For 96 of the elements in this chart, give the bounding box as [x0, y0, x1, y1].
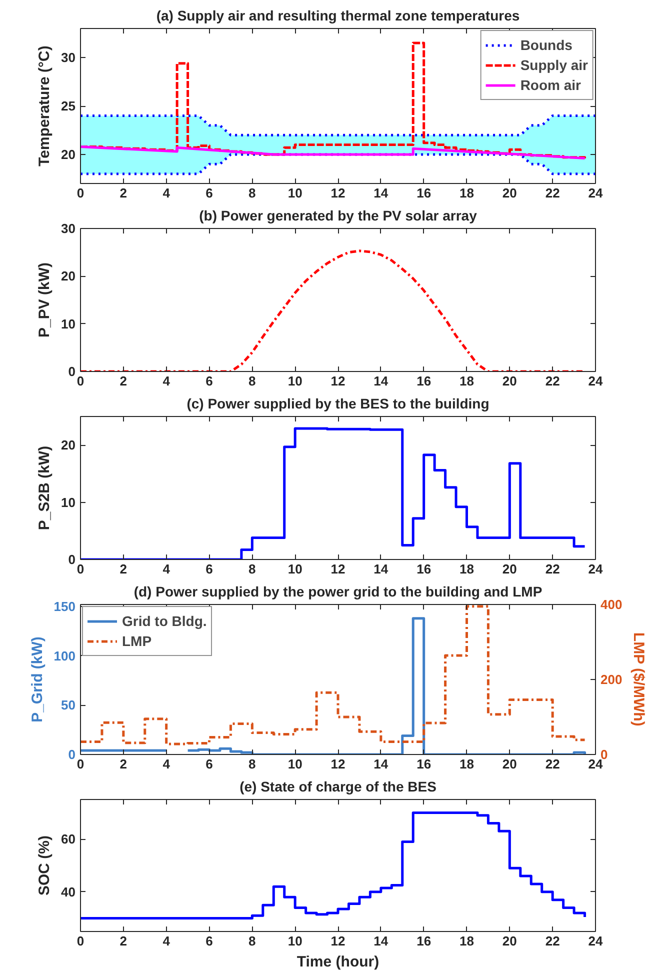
x-tick-label: 6	[206, 374, 213, 388]
x-tick-label: 10	[288, 934, 302, 948]
x-tick-label: 14	[374, 934, 389, 948]
x-tick-label: 14	[374, 562, 389, 576]
x-tick-label: 14	[374, 186, 389, 200]
y-tick-label: 100	[54, 648, 76, 664]
x-tick-label: 10	[288, 186, 302, 200]
y-tick-label: 20	[61, 438, 76, 453]
chart-title: (e) State of charge of the BES	[240, 778, 436, 794]
y-tick-label: 60	[61, 832, 76, 847]
x-tick-label: 8	[248, 186, 256, 200]
x-tick-label: 16	[416, 756, 432, 772]
y-tick-label: 0	[68, 747, 76, 762]
y2-tick-label: 200	[600, 672, 622, 687]
x-tick-label: 16	[416, 934, 432, 948]
legend-label: Supply air	[520, 57, 588, 73]
x-tick-label: 10	[288, 756, 302, 772]
x-tick-label: 24	[588, 186, 604, 200]
x-tick-label: 18	[460, 934, 474, 948]
y-tick-label: 0	[68, 552, 76, 567]
x-tick-label: 14	[374, 374, 389, 388]
x-tick-label: 8	[248, 374, 256, 388]
y-tick-label: 10	[61, 316, 76, 332]
y-tick-label: 50	[61, 698, 76, 713]
x-tick-label: 2	[120, 756, 128, 772]
legend-label: Bounds	[520, 37, 572, 53]
y-axis-title: P_PV (kW)	[36, 262, 54, 338]
x-tick-label: 6	[206, 934, 213, 948]
x-tick-label: 16	[416, 374, 432, 388]
x-tick-label: 6	[206, 186, 213, 200]
x-tick-label: 18	[460, 562, 474, 576]
x-tick-label: 4	[162, 186, 171, 200]
x-tick-label: 16	[416, 186, 432, 200]
legend-label: Room air	[520, 77, 581, 93]
legend-label: LMP	[122, 633, 152, 649]
y-tick-label: 25	[61, 98, 76, 114]
x-tick-label: 24	[588, 374, 604, 388]
y-tick-label: 30	[61, 221, 76, 236]
x-tick-label: 20	[502, 186, 517, 200]
x-tick-label: 12	[330, 374, 346, 388]
y-axis-title: P_S2B (kW)	[36, 446, 54, 530]
x-tick-label: 2	[120, 562, 128, 576]
y2-axis-title: LMP ($/MWh)	[630, 632, 648, 726]
x-tick-label: 6	[206, 756, 213, 772]
x-tick-label: 24	[588, 562, 604, 576]
x-tick-label: 22	[545, 934, 560, 948]
x-tick-label: 8	[248, 562, 256, 576]
x-tick-label: 20	[502, 562, 517, 576]
y-tick-label: 150	[54, 598, 76, 614]
chart-title: (a) Supply air and resulting thermal zone temperatures	[156, 8, 520, 24]
x-tick-label: 18	[460, 756, 474, 772]
x-tick-label: 20	[502, 374, 517, 388]
x-tick-label: 22	[545, 756, 560, 772]
x-tick-label: 12	[330, 934, 346, 948]
x-tick-label: 4	[162, 934, 171, 948]
x-tick-label: 20	[502, 934, 517, 948]
x-tick-label: 10	[288, 374, 302, 388]
chart-title: (c) Power supplied by the BES to the building	[186, 396, 490, 412]
y-tick-label: 10	[61, 494, 76, 510]
y-tick-label: 20	[61, 268, 76, 284]
x-tick-label: 22	[545, 562, 560, 576]
y-tick-label: 20	[61, 146, 76, 162]
x-tick-label: 16	[416, 562, 432, 576]
x-tick-label: 22	[545, 374, 560, 388]
x-tick-label: 4	[162, 562, 171, 576]
line-series	[80, 145, 586, 160]
legend-label: Grid to Bldg.	[122, 613, 207, 629]
x-tick-label: 12	[330, 756, 346, 772]
x-tick-label: 22	[545, 186, 560, 200]
x-tick-label: 14	[374, 756, 389, 772]
chart-title: (b) Power generated by the PV solar array	[199, 208, 478, 224]
y-tick-label: 0	[68, 364, 76, 379]
x-tick-label: 12	[330, 562, 346, 576]
x-tick-label: 2	[120, 934, 128, 948]
x-tick-label: 18	[460, 374, 474, 388]
x-tick-label: 18	[460, 186, 474, 200]
x-tick-label: 24	[588, 934, 604, 948]
x-axis-title: Time (hour)	[296, 954, 380, 970]
x-tick-label: 8	[248, 934, 256, 948]
y2-tick-label: 400	[600, 597, 622, 612]
y-axis-title: P_Grid (kW)	[28, 636, 46, 722]
x-tick-label: 8	[248, 756, 256, 772]
chart-title: (d) Power supplied by the power grid to the building and LMP	[134, 584, 542, 600]
x-tick-label: 12	[330, 186, 346, 200]
x-tick-label: 4	[162, 374, 171, 388]
x-tick-label: 4	[162, 756, 171, 772]
x-tick-label: 20	[502, 756, 517, 772]
x-tick-label: 6	[206, 562, 213, 576]
y-tick-label: 30	[61, 50, 76, 66]
y2-tick-label: 0	[600, 747, 608, 762]
x-tick-label: 2	[120, 186, 128, 200]
y-axis-title: SOC (%)	[36, 835, 54, 896]
x-tick-label: 10	[288, 562, 302, 576]
x-tick-label: 2	[120, 374, 128, 388]
y-tick-label: 40	[61, 884, 76, 900]
y-axis-title: Temperature (°C)	[36, 46, 54, 166]
